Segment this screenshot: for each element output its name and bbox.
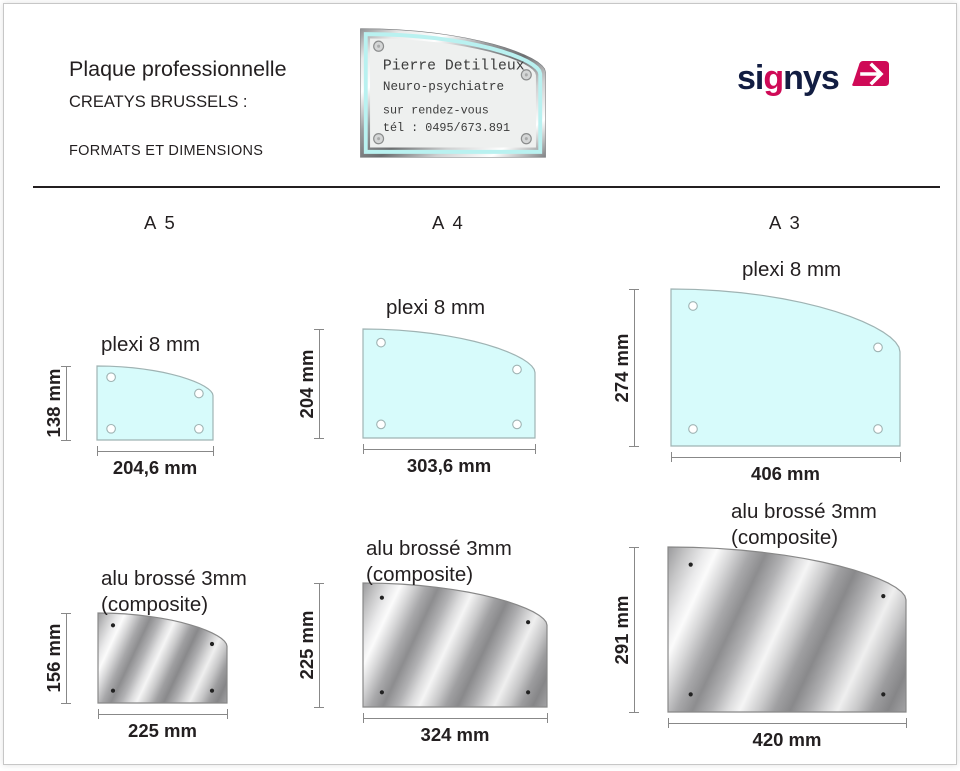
svg-text:Neuro-psychiatre: Neuro-psychiatre: [383, 79, 504, 94]
svg-text:Pierre Detilleux: Pierre Detilleux: [383, 58, 525, 74]
svg-text:signys: signys: [737, 59, 839, 97]
svg-text:tél : 0495/673.891: tél : 0495/673.891: [383, 121, 510, 135]
svg-text:sur rendez-vous: sur rendez-vous: [383, 103, 489, 117]
